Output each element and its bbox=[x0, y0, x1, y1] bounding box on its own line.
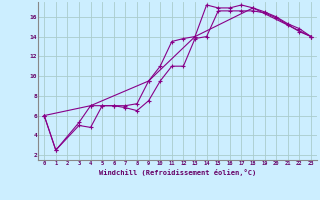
X-axis label: Windchill (Refroidissement éolien,°C): Windchill (Refroidissement éolien,°C) bbox=[99, 169, 256, 176]
